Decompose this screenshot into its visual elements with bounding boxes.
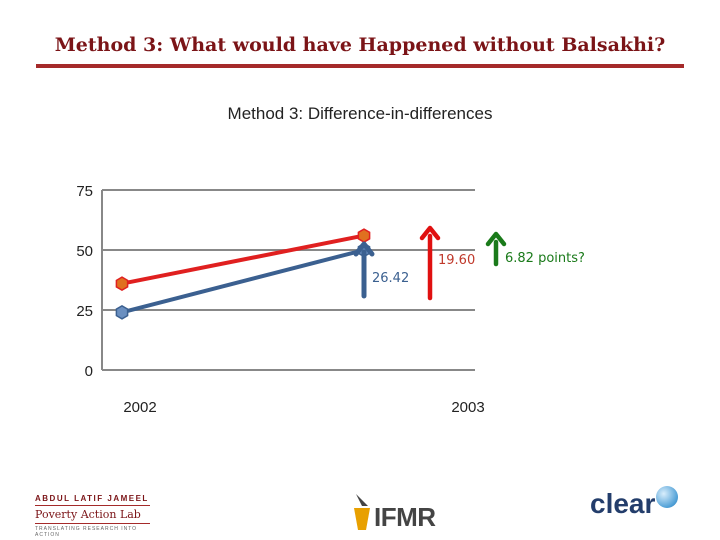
annotation-label: 26.42 xyxy=(372,271,409,286)
x-tick-label: 2003 xyxy=(451,399,484,416)
slide-title: Method 3: What would have Happened witho… xyxy=(54,34,666,56)
annotation-label: 6.82 points? xyxy=(505,251,585,266)
globe-icon xyxy=(656,486,678,508)
ifmr-emblem-icon xyxy=(354,494,370,530)
data-point xyxy=(115,305,129,320)
jpal-logo-rule-2 xyxy=(35,523,150,524)
x-tick-label: 2002 xyxy=(123,399,156,416)
y-tick-label: 75 xyxy=(76,183,93,200)
y-tick-label: 25 xyxy=(76,303,93,320)
clear-logo: clear xyxy=(590,486,690,536)
arrow-head xyxy=(485,231,507,247)
jpal-logo-line1: ABDUL LATIF JAMEEL xyxy=(35,494,149,503)
arrow-head xyxy=(419,225,441,241)
ifmr-logo: IFMR xyxy=(352,490,462,535)
title-divider xyxy=(36,64,684,68)
series-0 xyxy=(115,228,371,291)
jpal-logo: ABDUL LATIF JAMEEL Poverty Action Lab TR… xyxy=(35,494,150,538)
series-1 xyxy=(115,242,371,320)
blue-arrow-icon xyxy=(353,241,375,299)
clear-logo-text: clear xyxy=(590,488,656,519)
series-line xyxy=(121,233,365,286)
jpal-logo-line3: TRANSLATING RESEARCH INTO ACTION xyxy=(35,526,138,538)
annotation-label: 19.60 xyxy=(438,253,475,268)
series-line xyxy=(121,248,365,315)
jpal-logo-line2: Poverty Action Lab xyxy=(35,508,141,521)
y-tick-label: 50 xyxy=(76,243,93,260)
y-tick-label: 0 xyxy=(85,363,93,380)
ifmr-logo-text: IFMR xyxy=(374,502,436,532)
jpal-logo-rule xyxy=(35,505,150,506)
green-arrow-icon xyxy=(485,231,507,267)
data-point xyxy=(115,276,129,291)
data-point xyxy=(357,228,371,243)
red-arrow-icon xyxy=(419,225,441,301)
arrow-head xyxy=(353,241,375,257)
chart-title: Method 3: Difference-in-differences xyxy=(227,104,493,123)
